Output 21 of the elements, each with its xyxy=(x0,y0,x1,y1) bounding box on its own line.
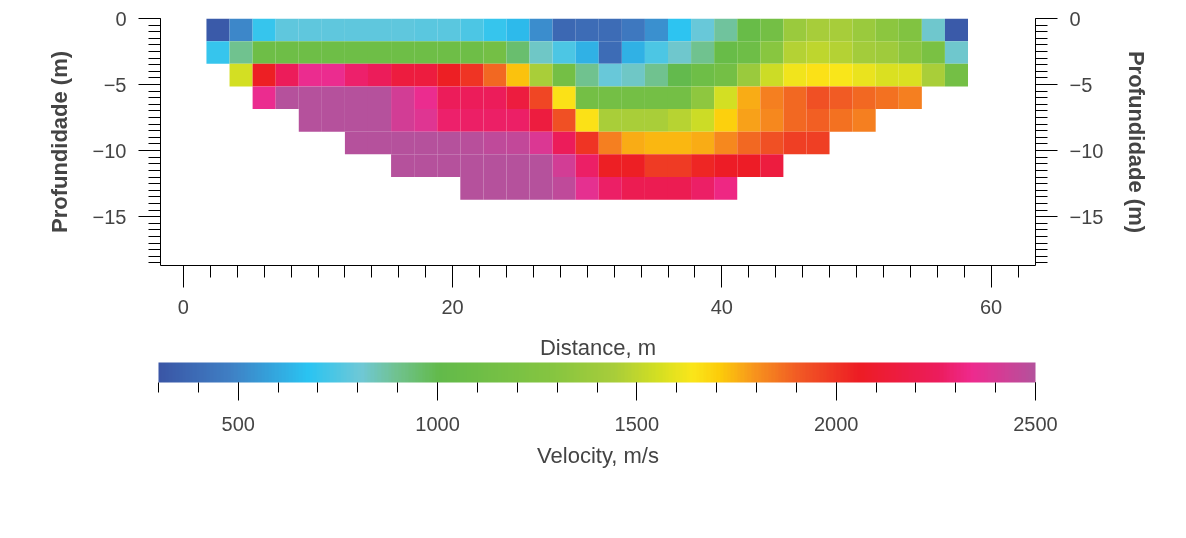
y-tick-label: −10 xyxy=(92,139,127,162)
x-axis-title: Distance, m xyxy=(539,334,657,360)
y2-tick-label: 0 xyxy=(1069,7,1081,30)
x-tick-label: 40 xyxy=(710,295,733,318)
color-bar-title: Velocity, m/s xyxy=(537,442,659,468)
y2-axis-title: Profundidade (m) xyxy=(1124,50,1150,234)
x-tick-label: 0 xyxy=(177,295,189,318)
color-bar-label: 1000 xyxy=(415,412,460,435)
color-bar-label: 2000 xyxy=(813,412,859,435)
y-tick-label: 0 xyxy=(115,7,127,30)
color-bar-label: 500 xyxy=(221,412,255,435)
x-tick-label: 20 xyxy=(441,295,464,318)
color-bar-label: 1500 xyxy=(614,412,660,435)
y2-tick-label: −15 xyxy=(1069,205,1104,228)
x-tick-label: 60 xyxy=(979,295,1003,318)
y2-tick-label: −5 xyxy=(1069,73,1093,96)
y-tick-label: −5 xyxy=(103,73,127,96)
color-bar-label: 2500 xyxy=(1013,412,1058,435)
y-axis-title: Profundidade (m) xyxy=(46,50,72,234)
y2-tick-label: −10 xyxy=(1069,139,1104,162)
y-tick-label: −15 xyxy=(92,205,127,228)
